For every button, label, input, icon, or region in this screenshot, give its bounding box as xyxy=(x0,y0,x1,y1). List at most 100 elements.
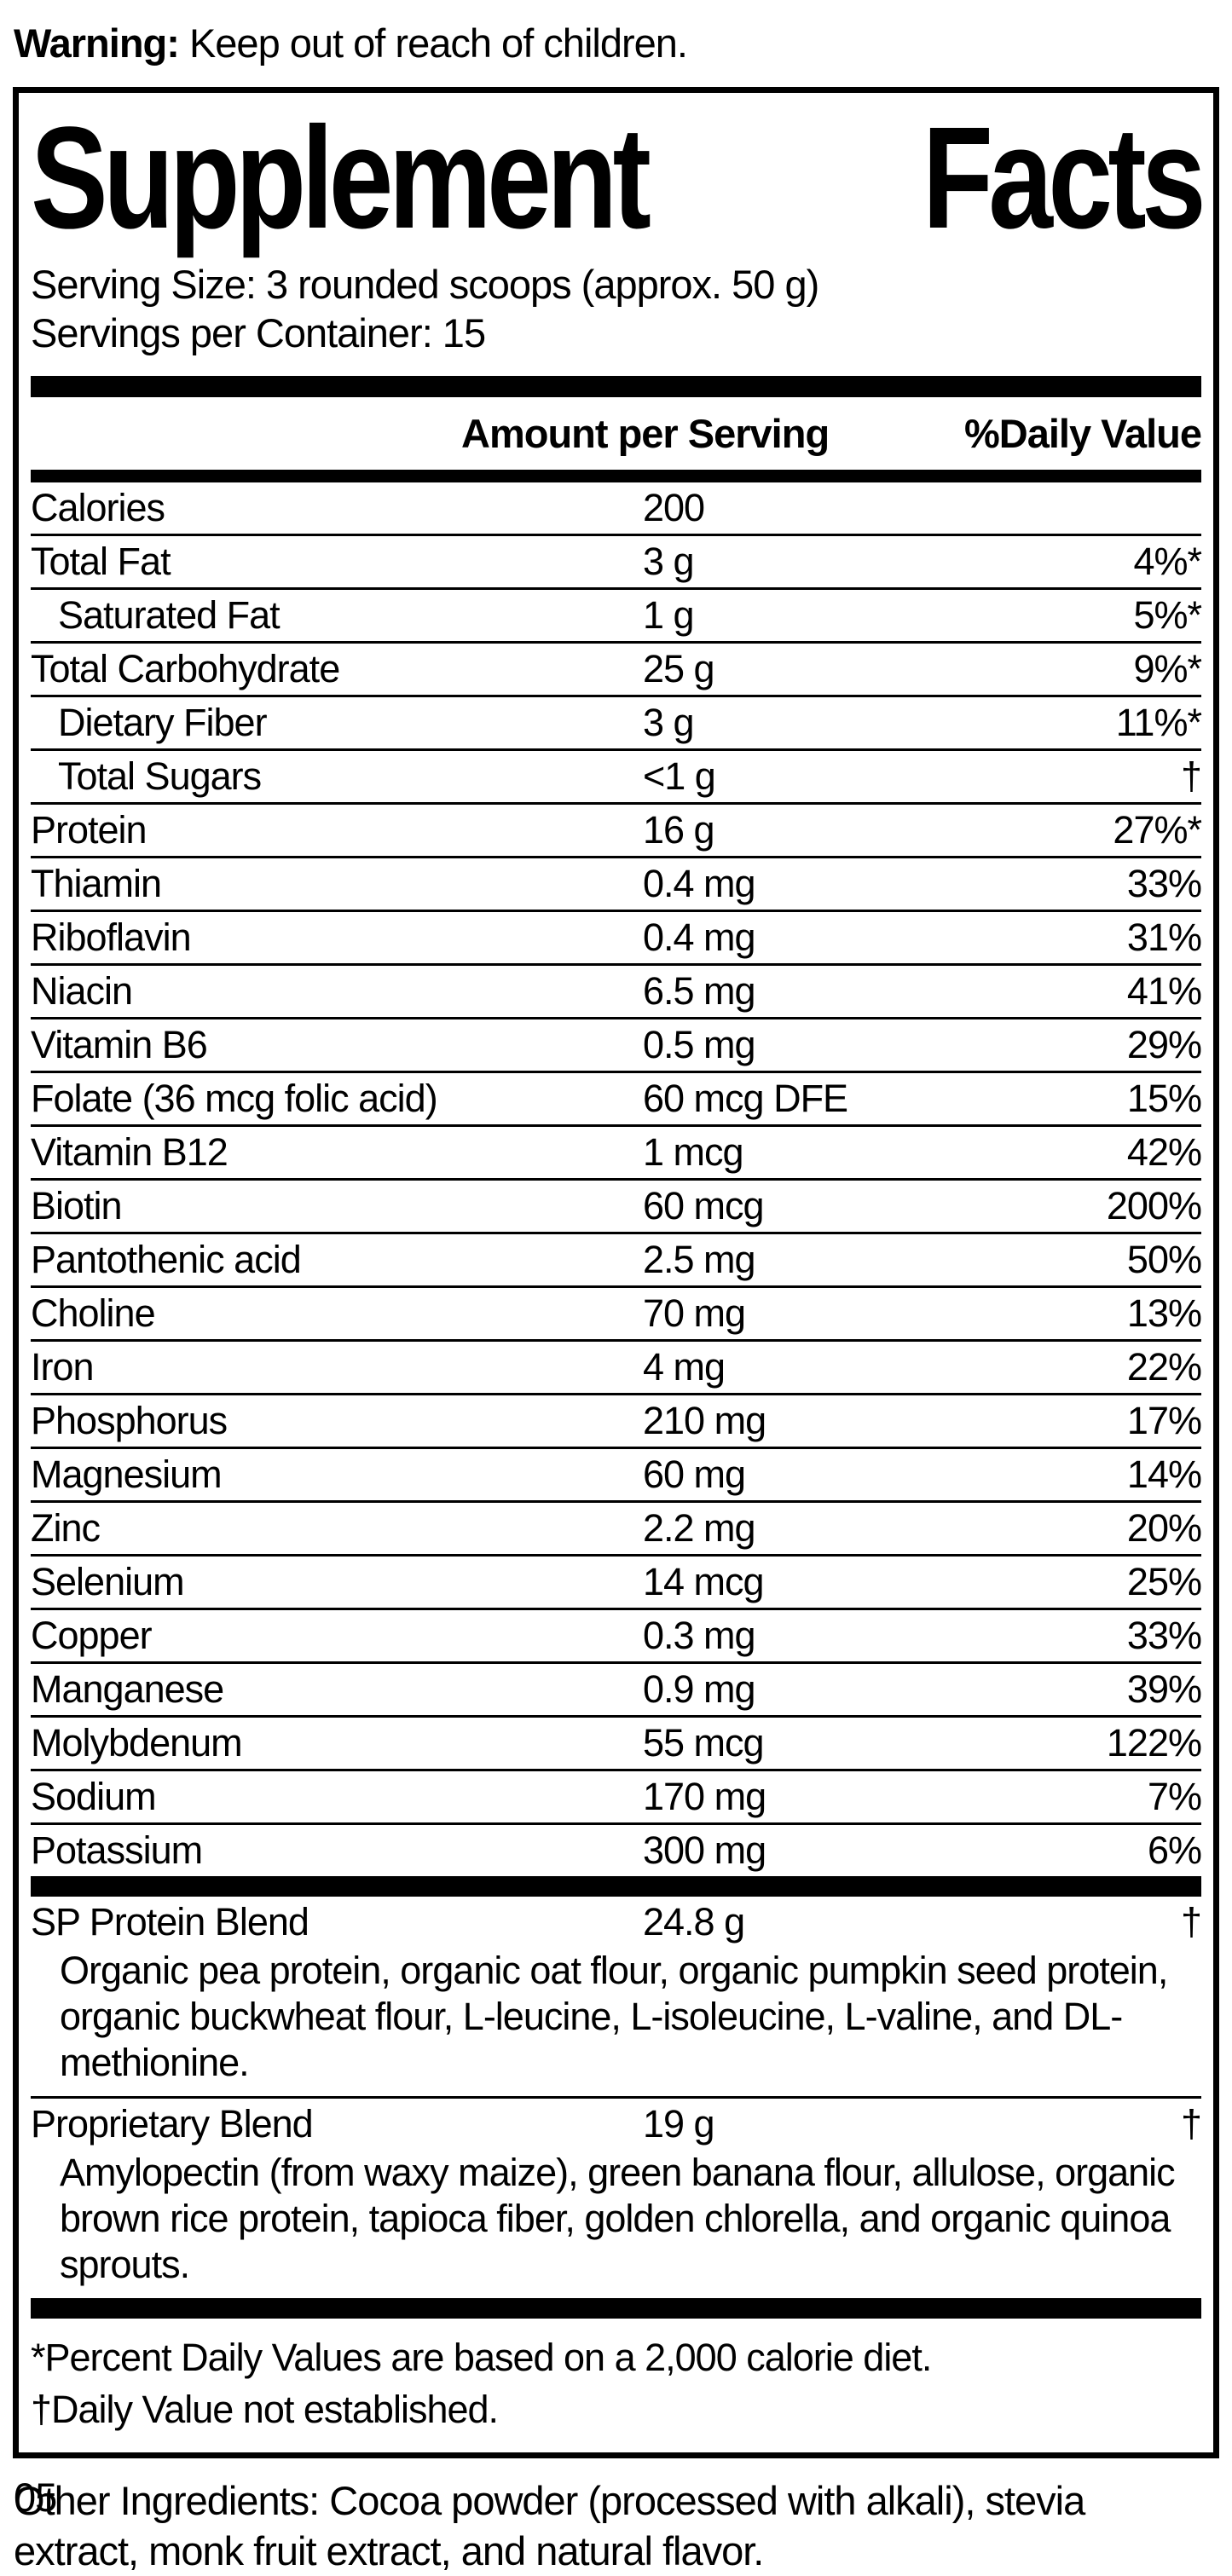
nutrient-row: Sodium 170 mg 7% xyxy=(31,1771,1202,1826)
nutrient-amount: 14 mcg xyxy=(643,1560,765,1604)
blend-daily-value: † xyxy=(1180,1900,1202,1944)
nutrient-label: Vitamin B6 xyxy=(31,1023,208,1067)
divider-thick-footnotes xyxy=(31,2298,1201,2319)
nutrient-daily-value: 22% xyxy=(1126,1345,1202,1389)
nutrient-row: Zinc 2.2 mg 20% xyxy=(31,1503,1202,1557)
nutrient-label: Protein xyxy=(31,808,147,852)
nutrient-label: Vitamin B12 xyxy=(31,1130,228,1175)
nutrient-amount: 3 g xyxy=(643,701,695,745)
nutrient-label: Riboflavin xyxy=(31,915,192,960)
nutrient-label: Zinc xyxy=(31,1506,101,1551)
nutrient-label: Total Carbohydrate xyxy=(31,647,340,691)
nutrient-daily-value: 41% xyxy=(1126,969,1202,1014)
nutrient-daily-value: 122% xyxy=(1106,1721,1202,1765)
facts-rows: Calories 200 Total Fat 3 g 4%* Saturated… xyxy=(31,482,1202,1876)
nutrient-amount: 2.5 mg xyxy=(643,1238,756,1282)
nutrient-label: Phosphorus xyxy=(31,1399,228,1443)
nutrient-amount: 70 mg xyxy=(643,1291,746,1336)
nutrient-row: Riboflavin 0.4 mg 31% xyxy=(31,912,1202,967)
nutrient-daily-value: 50% xyxy=(1126,1238,1202,1282)
nutrient-amount: 60 mg xyxy=(643,1453,746,1497)
nutrient-label: Dietary Fiber xyxy=(58,701,268,745)
panel-title-word-left: Supplement xyxy=(31,97,651,260)
nutrient-amount: 6.5 mg xyxy=(643,969,756,1014)
nutrient-label: Iron xyxy=(31,1345,95,1389)
nutrient-amount: 0.9 mg xyxy=(643,1667,756,1712)
warning-text: Warning: Keep out of reach of children. xyxy=(0,0,1232,66)
nutrient-daily-value: † xyxy=(1180,754,1202,799)
nutrient-daily-value: 200% xyxy=(1106,1184,1202,1228)
nutrient-row: Total Sugars <1 g † xyxy=(31,751,1202,806)
warning-label: Warning: xyxy=(14,20,180,66)
nutrient-label: Manganese xyxy=(31,1667,224,1712)
nutrient-amount: 60 mcg xyxy=(643,1184,765,1228)
blend-header-row: SP Protein Blend 24.8 g † xyxy=(31,1897,1202,1948)
blend-amount: 19 g xyxy=(643,2102,715,2146)
nutrient-daily-value: 14% xyxy=(1126,1453,1202,1497)
nutrient-amount: 300 mg xyxy=(643,1828,766,1873)
nutrient-daily-value: 15% xyxy=(1126,1077,1202,1121)
nutrient-daily-value: 27%* xyxy=(1113,808,1202,852)
nutrient-row: Vitamin B6 0.5 mg 29% xyxy=(31,1019,1202,1074)
nutrient-amount: 0.3 mg xyxy=(643,1614,756,1658)
nutrient-amount: 3 g xyxy=(643,540,695,584)
serving-size: Serving Size: 3 rounded scoops (approx. … xyxy=(31,261,819,307)
nutrient-label: Folate (36 mcg folic acid) xyxy=(31,1077,438,1121)
divider-thick-blends xyxy=(31,1876,1201,1897)
footnote-line: †Daily Value not established. xyxy=(31,2387,499,2431)
blend-ingredients: Amylopectin (from waxy maize), green ban… xyxy=(60,2151,1176,2287)
nutrient-label: Thiamin xyxy=(31,862,162,906)
nutrient-label: Potassium xyxy=(31,1828,203,1873)
servings-per-container: Servings per Container: 15 xyxy=(31,309,486,355)
nutrient-row: Iron 4 mg 22% xyxy=(31,1342,1202,1396)
nutrient-row: Saturated Fat 1 g 5%* xyxy=(31,590,1202,644)
footnotes: *Percent Daily Values are based on a 2,0… xyxy=(31,2319,1201,2435)
nutrient-row: Copper 0.3 mg 33% xyxy=(31,1610,1202,1665)
nutrient-amount: 200 xyxy=(643,486,705,530)
nutrient-row: Protein 16 g 27%* xyxy=(31,805,1202,859)
nutrient-label: Magnesium xyxy=(31,1453,223,1497)
nutrient-row: Biotin 60 mcg 200% xyxy=(31,1181,1202,1235)
nutrient-amount: 170 mg xyxy=(643,1775,766,1819)
footnote-line: *Percent Daily Values are based on a 2,0… xyxy=(31,2336,932,2380)
column-header-amount: Amount per Serving xyxy=(461,411,830,457)
nutrient-label: Pantothenic acid xyxy=(31,1238,302,1282)
nutrient-label: Niacin xyxy=(31,969,133,1014)
nutrient-label: Total Sugars xyxy=(58,754,262,799)
nutrient-label: Saturated Fat xyxy=(58,593,281,638)
nutrient-label: Biotin xyxy=(31,1184,123,1228)
supplement-facts-panel: Supplement Facts Serving Size: 3 rounded… xyxy=(13,87,1219,2458)
nutrient-row: Selenium 14 mcg 25% xyxy=(31,1557,1202,1611)
nutrient-daily-value: 29% xyxy=(1126,1023,1202,1067)
divider-medium xyxy=(31,470,1201,483)
nutrient-amount: 1 g xyxy=(643,593,695,638)
nutrient-row: Calories 200 xyxy=(31,482,1201,537)
nutrient-label: Choline xyxy=(31,1291,156,1336)
blend-amount: 24.8 g xyxy=(643,1900,745,1944)
blend-section: SP Protein Blend 24.8 g † Organic pea pr… xyxy=(31,1897,1202,2096)
nutrient-amount: 0.4 mg xyxy=(643,862,756,906)
nutrient-amount: 55 mcg xyxy=(643,1721,765,1765)
nutrient-amount: 0.4 mg xyxy=(643,915,756,960)
nutrient-daily-value: 42% xyxy=(1126,1130,1202,1175)
nutrient-daily-value: 5%* xyxy=(1133,593,1202,638)
nutrient-amount: 4 mg xyxy=(643,1345,726,1389)
nutrient-daily-value: 39% xyxy=(1126,1667,1202,1712)
nutrient-daily-value: 17% xyxy=(1126,1399,1202,1443)
nutrient-label: Calories xyxy=(31,486,165,530)
nutrient-daily-value: 20% xyxy=(1126,1506,1202,1551)
nutrient-row: Pantothenic acid 2.5 mg 50% xyxy=(31,1234,1202,1289)
nutrient-daily-value: 7% xyxy=(1147,1775,1202,1819)
nutrient-row: Total Carbohydrate 25 g 9%* xyxy=(31,644,1202,698)
blend-sections: SP Protein Blend 24.8 g † Organic pea pr… xyxy=(31,1897,1202,2298)
blend-daily-value: † xyxy=(1180,2102,1202,2146)
nutrient-daily-value: 6% xyxy=(1147,1828,1202,1873)
column-header-daily-value: %Daily Value xyxy=(964,411,1202,457)
nutrient-amount: <1 g xyxy=(643,754,716,799)
nutrient-amount: 25 g xyxy=(643,647,715,691)
nutrient-row: Phosphorus 210 mg 17% xyxy=(31,1395,1202,1450)
nutrient-amount: 60 mcg DFE xyxy=(643,1077,848,1121)
nutrient-label: Total Fat xyxy=(31,540,171,584)
page-code: 05 xyxy=(14,2475,57,2520)
blend-name: Proprietary Blend xyxy=(31,2102,314,2146)
